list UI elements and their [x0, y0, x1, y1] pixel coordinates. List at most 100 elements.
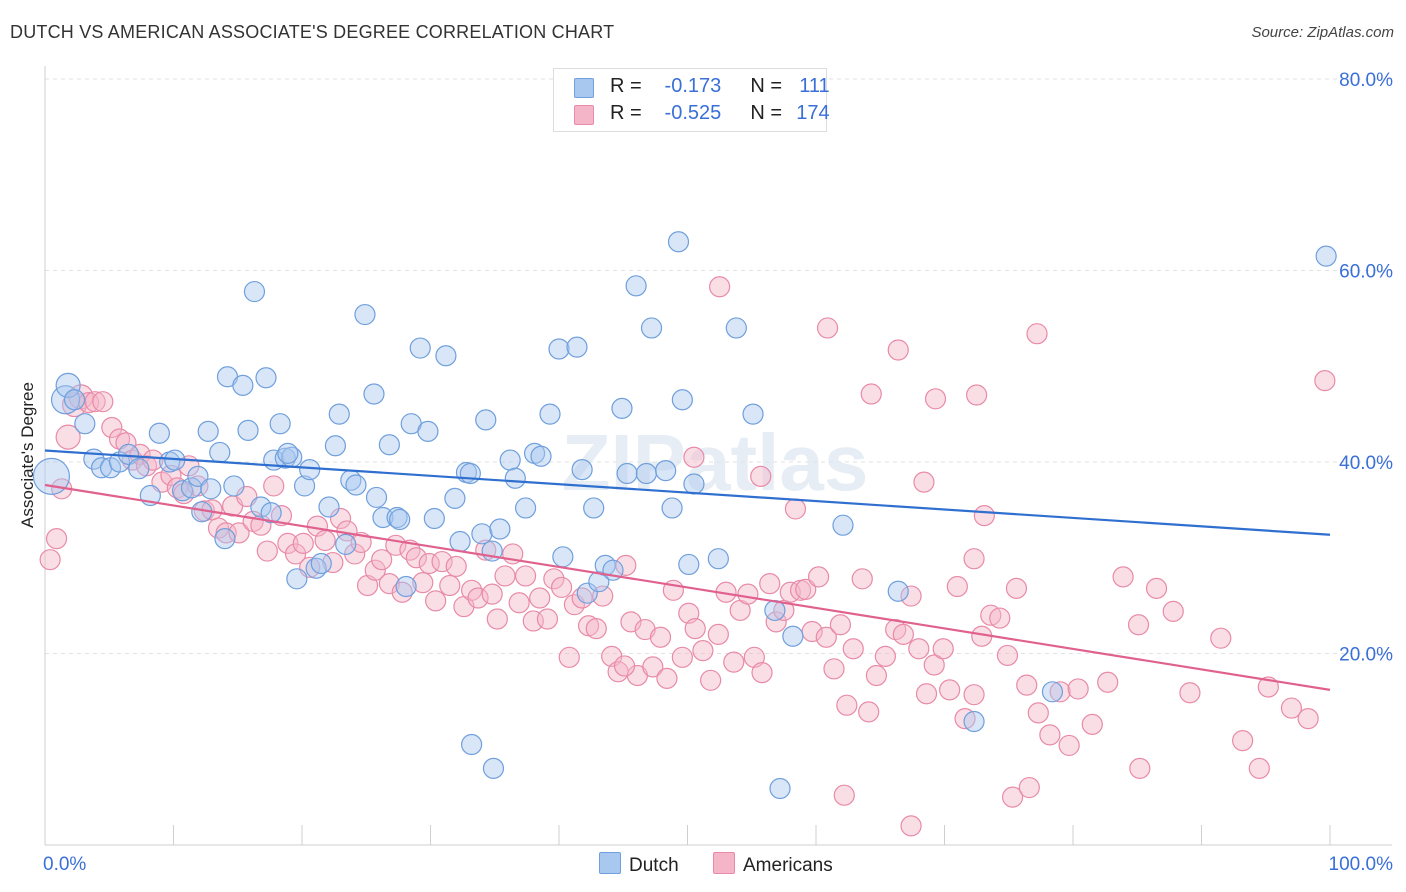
americans-point — [963, 684, 985, 706]
dutch-swatch — [574, 78, 594, 98]
americans-point — [378, 573, 400, 595]
y-tick-label: 20.0% — [1339, 645, 1393, 666]
r-label: R = — [610, 75, 642, 97]
dutch-point — [499, 449, 521, 471]
americans-point — [874, 645, 896, 667]
dutch-point — [269, 413, 291, 435]
americans-point — [391, 581, 413, 603]
x-tick-label: 0.0% — [43, 854, 86, 875]
americans-point — [284, 543, 307, 565]
americans-point — [494, 565, 516, 587]
americans-point — [412, 572, 434, 594]
americans-point — [1049, 681, 1071, 703]
americans-point — [858, 701, 880, 723]
gridlines — [45, 78, 1392, 654]
americans-point — [1058, 734, 1080, 757]
dutch-point — [655, 460, 677, 482]
americans-point — [364, 559, 386, 581]
americans-point — [228, 522, 250, 544]
americans-point — [405, 547, 427, 569]
americans-point — [751, 662, 773, 684]
dutch-point — [74, 413, 96, 435]
americans-point — [1257, 676, 1279, 698]
dutch-points — [32, 231, 1337, 800]
americans-point — [795, 578, 817, 600]
dutch-point — [640, 317, 663, 339]
dutch-point — [354, 303, 376, 326]
dutch-legend-label: Dutch — [629, 855, 679, 876]
americans-point — [1112, 566, 1134, 588]
americans-point — [322, 551, 344, 574]
americans-point — [963, 548, 985, 570]
dutch-point — [552, 546, 574, 568]
dutch-point — [255, 367, 277, 389]
dutch-point — [293, 475, 316, 497]
americans-point — [700, 669, 722, 691]
americans-point — [823, 658, 845, 680]
dutch-point — [365, 486, 388, 509]
dutch-point — [566, 336, 588, 358]
dutch-point — [1041, 681, 1064, 703]
dutch-point — [108, 451, 131, 473]
americans-point — [585, 618, 607, 640]
dutch-point — [887, 580, 909, 602]
americans-point — [371, 549, 393, 571]
dutch-point — [277, 442, 299, 464]
americans-point — [649, 626, 672, 648]
americans-point — [932, 638, 954, 660]
americans-point — [439, 574, 461, 597]
bottom-legend-americans: Americans — [713, 852, 833, 877]
americans-point — [829, 614, 852, 636]
americans-point — [431, 550, 453, 573]
americans-point — [908, 638, 930, 660]
dutch-point — [444, 487, 466, 509]
americans-point — [939, 679, 961, 701]
americans-point — [529, 587, 551, 609]
dutch-point — [250, 496, 272, 518]
americans-point — [350, 531, 372, 554]
dutch-point — [539, 403, 561, 425]
stats-legend: R = -0.173 N = 111 R = -0.525 N = 174 — [553, 68, 830, 132]
dutch-point — [475, 409, 497, 431]
americans-point — [784, 498, 807, 520]
dutch-point — [223, 475, 245, 497]
americans-point — [486, 608, 508, 630]
americans-point — [946, 575, 968, 598]
dutch-point — [514, 497, 537, 519]
dutch-point — [671, 389, 693, 411]
americans-point — [1039, 724, 1061, 746]
americans-point — [1002, 786, 1024, 808]
americans-point — [558, 646, 580, 668]
americans-point — [887, 339, 909, 361]
americans-point — [913, 471, 935, 493]
dutch-point — [548, 338, 570, 360]
n-label: N = — [750, 75, 783, 97]
dutch-point — [635, 462, 657, 485]
dutch-swatch — [599, 852, 621, 874]
dutch-point — [661, 497, 683, 519]
americans-point — [1280, 697, 1303, 719]
americans-point — [536, 608, 559, 630]
dutch-point — [180, 477, 203, 499]
americans-point — [256, 540, 278, 562]
dutch-point — [725, 317, 747, 339]
dutch-point — [63, 389, 86, 411]
americans-point — [836, 694, 858, 716]
americans-point — [1248, 757, 1270, 780]
trend-lines — [44, 449, 1331, 691]
americans-point — [723, 651, 745, 673]
americans-point — [816, 317, 839, 339]
americans-point — [996, 644, 1019, 667]
dutch-point — [471, 523, 493, 545]
americans-point — [1179, 682, 1201, 704]
americans-point — [101, 416, 123, 439]
americans-point — [543, 568, 565, 590]
americans-point — [1027, 702, 1049, 724]
americans-point — [1067, 678, 1089, 700]
americans-point — [1127, 614, 1150, 636]
y-tick-label: 60.0% — [1339, 262, 1393, 283]
americans-point — [1162, 600, 1184, 622]
americans-point — [445, 555, 467, 577]
y-axis-label: Associate's Degree — [18, 382, 37, 528]
